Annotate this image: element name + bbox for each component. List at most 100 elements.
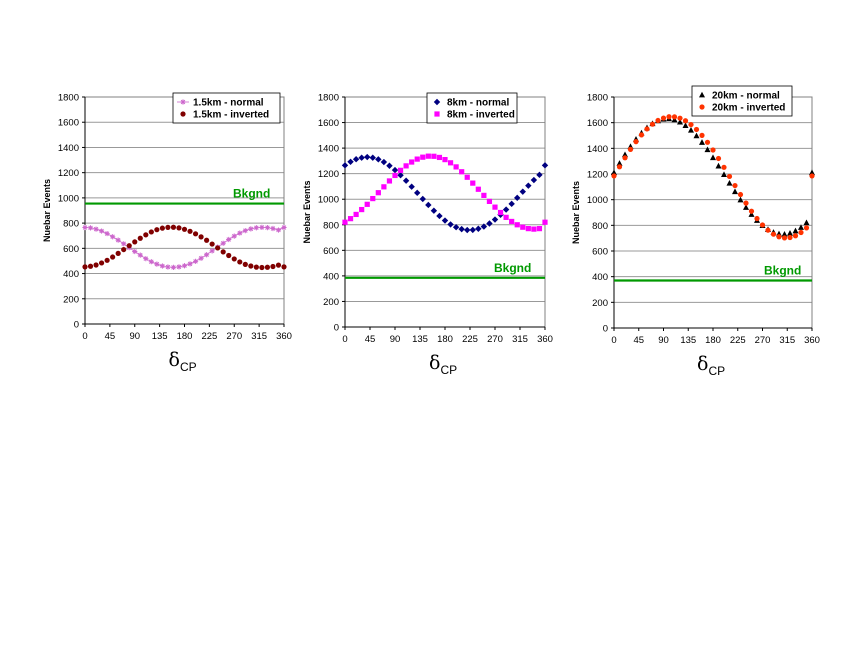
data-point [536,171,543,179]
data-point [104,230,110,237]
data-point [231,233,237,239]
data-point [765,227,771,233]
x-tick-label: 180 [705,335,721,346]
x-tick-label: 0 [342,334,347,345]
chart-panel-1: 0 200 400 600 800 1000 1200 1400 1600 1800 0 45 90 13… [42,93,292,375]
bkgnd-label: Bkgnd [233,187,270,201]
data-point [275,227,282,233]
series-1 [82,224,287,270]
data-point [198,234,204,240]
plot-frame [84,96,285,325]
y-tick-label: 1800 [58,93,79,104]
y-tick-label: 1400 [58,143,79,154]
data-point [525,226,531,232]
data-point [442,157,448,163]
x-axis-title-symbol: δ [169,349,180,371]
legend-marker [180,99,186,105]
y-tick-label: 1800 [318,93,339,104]
y-axis-title: Nuebar Events [302,180,312,243]
data-point [710,154,716,161]
legend-box [172,92,281,124]
data-point [204,252,210,258]
x-tick-label: 315 [251,331,267,342]
data-point [431,153,437,159]
data-point [436,212,443,220]
data-point [137,252,143,258]
data-point [281,224,287,231]
x-tick-label: 135 [152,331,168,342]
data-point [187,228,193,234]
y-tick-label: 1400 [318,144,339,155]
data-point [82,264,88,270]
data-point [242,261,248,267]
series-1 [341,153,549,234]
data-point [226,236,232,243]
bkgnd-label: Bkgnd [494,261,531,275]
data-point [682,122,689,129]
data-point [798,229,804,236]
data-point [441,217,449,224]
data-point [776,234,782,240]
y-tick-label: 0 [334,323,339,334]
y-tick-label: 200 [592,298,608,309]
legend-box [426,92,518,124]
legend-marker [699,91,705,98]
data-point [143,232,149,238]
data-point [699,132,705,138]
y-tick-label: 0 [603,324,608,335]
data-point [508,200,515,208]
data-point [531,226,537,232]
data-point [414,156,420,162]
x-tick-label: 225 [201,331,217,342]
data-point [770,231,777,237]
data-point [154,227,160,233]
data-point [677,115,683,121]
x-tick-label: 315 [779,335,795,346]
data-point [704,146,711,153]
x-tick-label: 270 [226,331,242,342]
data-point [452,224,460,231]
data-point [137,235,143,241]
data-point [464,226,471,234]
data-point [792,227,799,234]
data-point [159,263,165,269]
data-point [458,225,465,233]
data-point [447,160,454,166]
y-axis-title: Nuebar Events [42,179,52,242]
y-tick-label: 1600 [318,118,339,129]
data-point [622,155,628,161]
x-tick-label: 360 [537,334,553,345]
x-tick-label: 360 [804,335,820,346]
data-point [148,229,154,235]
data-point [611,169,617,176]
data-point [181,263,188,269]
data-point [715,162,722,169]
data-point [408,183,415,190]
data-point [726,173,733,180]
y-tick-label: 800 [63,219,79,230]
data-point [649,121,656,127]
data-point [104,257,110,263]
legend-box [691,85,793,117]
data-point [154,261,160,267]
x-tick-label: 270 [487,334,503,345]
data-point [369,154,376,161]
data-point [688,121,694,128]
data-point [87,263,94,269]
data-point [341,162,349,169]
data-point [787,234,793,241]
data-point [492,204,498,210]
data-point [453,164,459,170]
x-tick-label: 45 [633,335,644,346]
data-point [121,246,127,253]
x-axis-title: δCP [697,353,725,378]
x-tick-label: 180 [177,331,193,342]
data-point [391,166,399,174]
data-point [159,225,165,231]
data-point [281,264,287,270]
data-point [743,204,749,210]
data-point [787,229,793,236]
data-point [721,171,727,178]
data-point [132,239,138,245]
data-point [732,182,738,189]
